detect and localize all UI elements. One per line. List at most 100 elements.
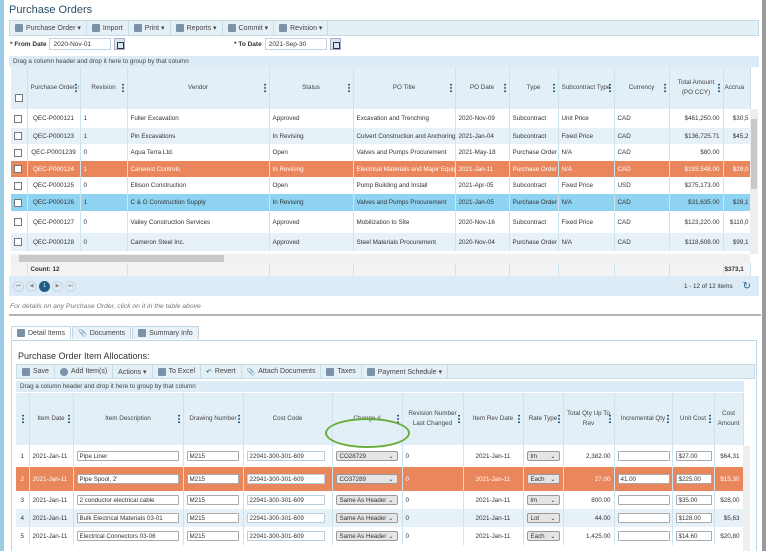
unit-cost-input[interactable]: $35.00 [675, 495, 712, 505]
select-all-checkbox[interactable] [11, 67, 28, 109]
table-row[interactable]: QEC-P000125 0 Ellison Construction Open Pump… [11, 177, 751, 194]
attach-documents-button[interactable]: 📎 Attach Documents [242, 365, 322, 378]
row-checkbox[interactable] [14, 114, 22, 123]
add-items-button[interactable]: Add Item(s) [55, 365, 114, 378]
item-description-input[interactable]: Pipe Liner [76, 451, 179, 461]
from-date-input[interactable]: 2020-Nov-01 [49, 38, 112, 50]
revision-menu-button[interactable]: Revision ▾ [274, 21, 329, 35]
item-description-input[interactable]: Pipe Spool, 2' [76, 474, 179, 484]
refresh-icon[interactable]: ↻ [742, 280, 751, 292]
incremental-qty-input[interactable] [617, 451, 670, 461]
drawing-number-input[interactable]: M215 [186, 513, 239, 523]
table-row[interactable]: QEC-P000126 1 C & G Construction Supply In … [11, 194, 751, 211]
rate-type-select[interactable]: Each ⌄ [526, 474, 560, 484]
taxes-button[interactable]: Taxes [321, 365, 362, 378]
page-1-button[interactable]: 1 [39, 280, 50, 292]
item-row[interactable]: 2 2021-Jan-11 Pipe Spool, 2' M215 22941-300-… [16, 467, 744, 491]
item-row[interactable]: 1 2021-Jan-11 Pipe Liner M215 22941-300-301-… [16, 445, 744, 467]
next-page-button[interactable]: ▶ [52, 280, 63, 292]
column-header-total-amount[interactable]: Total Amount (PO CCY) [669, 67, 724, 109]
to-date-input[interactable]: 2021-Sep-30 [264, 38, 327, 50]
column-header-item-date[interactable]: Item Date [29, 393, 74, 445]
revert-button[interactable]: ↶ Revert [201, 365, 242, 378]
group-by-area[interactable]: Drag a column header and drop it here to… [9, 56, 759, 67]
rate-type-select[interactable]: lm ⌄ [526, 495, 560, 505]
import-button[interactable]: Import [87, 21, 129, 35]
item-row[interactable]: 5 2021-Jan-11 Electrical Connectors 03-06 M… [16, 527, 744, 545]
horizontal-scrollbar[interactable] [11, 254, 750, 263]
column-header-vendor[interactable]: Vendor [127, 67, 270, 109]
item-description-input[interactable]: Electrical Connectors 03-06 [76, 531, 179, 541]
column-header-rate-type[interactable]: Rate Type [523, 393, 564, 445]
purchase-order-menu-button[interactable]: Purchase Order ▾ [10, 21, 87, 35]
row-menu-header[interactable] [16, 393, 30, 445]
rate-type-select[interactable]: Each ⌄ [526, 531, 560, 541]
table-row[interactable]: QEC-P0001239 0 Aqua Terra Ltd. Open Valves a… [11, 144, 751, 161]
items-group-by-area[interactable]: Drag a column header and drop it here to… [16, 381, 744, 392]
unit-cost-input[interactable]: $225.00 [675, 474, 712, 484]
cost-code-input[interactable]: 22941-300-301-609 [246, 513, 325, 523]
drawing-number-input[interactable]: M215 [186, 474, 239, 484]
cost-code-input[interactable]: 22941-300-301-609 [246, 495, 325, 505]
incremental-qty-input[interactable] [617, 531, 670, 541]
prev-page-button[interactable]: ◀ [26, 280, 37, 292]
row-checkbox[interactable] [14, 218, 22, 226]
incremental-qty-input[interactable] [617, 495, 670, 505]
row-checkbox[interactable] [14, 198, 22, 207]
column-header-currency[interactable]: Currency [614, 67, 670, 109]
column-header-po-date[interactable]: PO Date [455, 67, 510, 109]
drawing-number-input[interactable]: M215 [186, 451, 239, 461]
save-button[interactable]: Save [17, 365, 55, 378]
first-page-button[interactable]: ⏮ [13, 280, 24, 292]
incremental-qty-input[interactable]: 41.00 [617, 474, 670, 484]
column-header-unit-cost[interactable]: Unit Cost [672, 393, 715, 445]
row-checkbox[interactable] [14, 165, 22, 173]
unit-cost-input[interactable]: $27.00 [675, 451, 712, 461]
drawing-number-input[interactable]: M215 [186, 531, 239, 541]
change-number-select[interactable]: Same As Header ⌄ [335, 495, 398, 505]
column-header-cost-code[interactable]: Cost Code [243, 393, 333, 445]
to-excel-button[interactable]: To Excel [153, 365, 202, 378]
row-checkbox[interactable] [14, 238, 22, 246]
incremental-qty-input[interactable] [617, 513, 670, 523]
rate-type-select[interactable]: Lot ⌄ [526, 513, 560, 523]
row-checkbox[interactable] [14, 148, 22, 157]
column-header-revision-number[interactable]: Revision Number Last Changed [402, 393, 464, 445]
row-checkbox[interactable] [14, 181, 22, 190]
table-row[interactable]: QEC-P000121 1 Fuller Excavation Approved Exc… [11, 109, 751, 128]
cost-code-input[interactable]: 22941-300-301-609 [246, 531, 325, 541]
rate-type-select[interactable]: lm ⌄ [526, 451, 560, 461]
unit-cost-input[interactable]: $128.00 [675, 513, 712, 523]
reports-menu-button[interactable]: Reports ▾ [171, 21, 223, 35]
vertical-scrollbar[interactable] [750, 109, 758, 254]
item-row[interactable]: 3 2021-Jan-11 2 conductor electrical cable… [16, 491, 744, 509]
column-header-cost-amount[interactable]: Cost Amount [714, 393, 744, 445]
actions-menu-button[interactable]: Actions ▾ [113, 365, 153, 378]
column-header-purchase-order[interactable]: Purchase Order ↑ [27, 67, 81, 109]
column-header-status[interactable]: Status [269, 67, 354, 109]
commit-menu-button[interactable]: Commit ▾ [223, 21, 275, 35]
column-header-incremental-qty[interactable]: Incremental Qty [614, 393, 673, 445]
column-header-item-rev-date[interactable]: Item Rev Date [463, 393, 524, 445]
tab-summary-info[interactable]: Summary Info [132, 326, 199, 339]
column-header-drawing-number[interactable]: Drawing Number [183, 393, 244, 445]
column-header-po-title[interactable]: PO Title [353, 67, 456, 109]
column-header-revision[interactable]: Revision [80, 67, 128, 109]
column-header-type[interactable]: Type [509, 67, 559, 109]
table-row[interactable]: QEC-P000124 1 Canwest Controls In Revising E… [11, 161, 751, 177]
cost-code-input[interactable]: 22941-300-301-609 [246, 474, 325, 484]
column-header-total-qty[interactable]: Total Qty Up To Rev [563, 393, 615, 445]
column-header-subcontract-type[interactable]: Subcontract Type [558, 67, 615, 109]
item-row[interactable]: 4 2021-Jan-11 Bulk Electrical Materials 03… [16, 509, 744, 527]
tab-detail-items[interactable]: Detail Items [11, 326, 71, 339]
unit-cost-input[interactable]: $14.60 [675, 531, 712, 541]
change-number-select[interactable]: CO37289 ⌄ [335, 474, 398, 484]
table-row[interactable]: QEC-P000128 0 Cameron Steel Inc. Approved St… [11, 233, 751, 251]
calendar-icon[interactable] [114, 38, 126, 50]
last-page-button[interactable]: ⏭ [65, 280, 76, 292]
item-description-input[interactable]: 2 conductor electrical cable [76, 495, 179, 505]
tab-documents[interactable]: 📎 Documents [71, 326, 132, 339]
column-header-item-description[interactable]: Item Description [73, 393, 184, 445]
item-description-input[interactable]: Bulk Electrical Materials 03-01 [76, 513, 179, 523]
table-row[interactable]: QEC-P000127 0 Valley Construction Services… [11, 211, 751, 233]
